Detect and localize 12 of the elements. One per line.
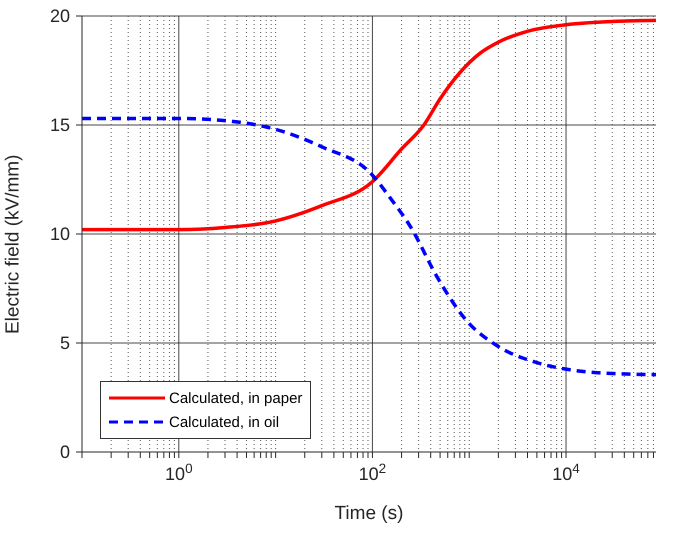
- y-axis-title: Electric field (kV/mm): [2, 154, 24, 334]
- x-tick-label: 10$^{2}$: [358, 460, 386, 484]
- y-tick-label: 5: [60, 333, 70, 353]
- y-tick-label: 0: [60, 442, 70, 462]
- y-tick-label: 10: [50, 224, 70, 244]
- x-axis-title: Time (s): [334, 503, 404, 524]
- x-tick-label: 10$^{4}$: [552, 460, 580, 484]
- legend-label: Calculated, in paper: [169, 390, 302, 406]
- y-tick-label: 20: [50, 6, 70, 26]
- y-tick-label: 15: [50, 115, 70, 135]
- legend-label: Calculated, in oil: [169, 414, 280, 430]
- x-tick-label: 10$^{0}$: [165, 460, 193, 484]
